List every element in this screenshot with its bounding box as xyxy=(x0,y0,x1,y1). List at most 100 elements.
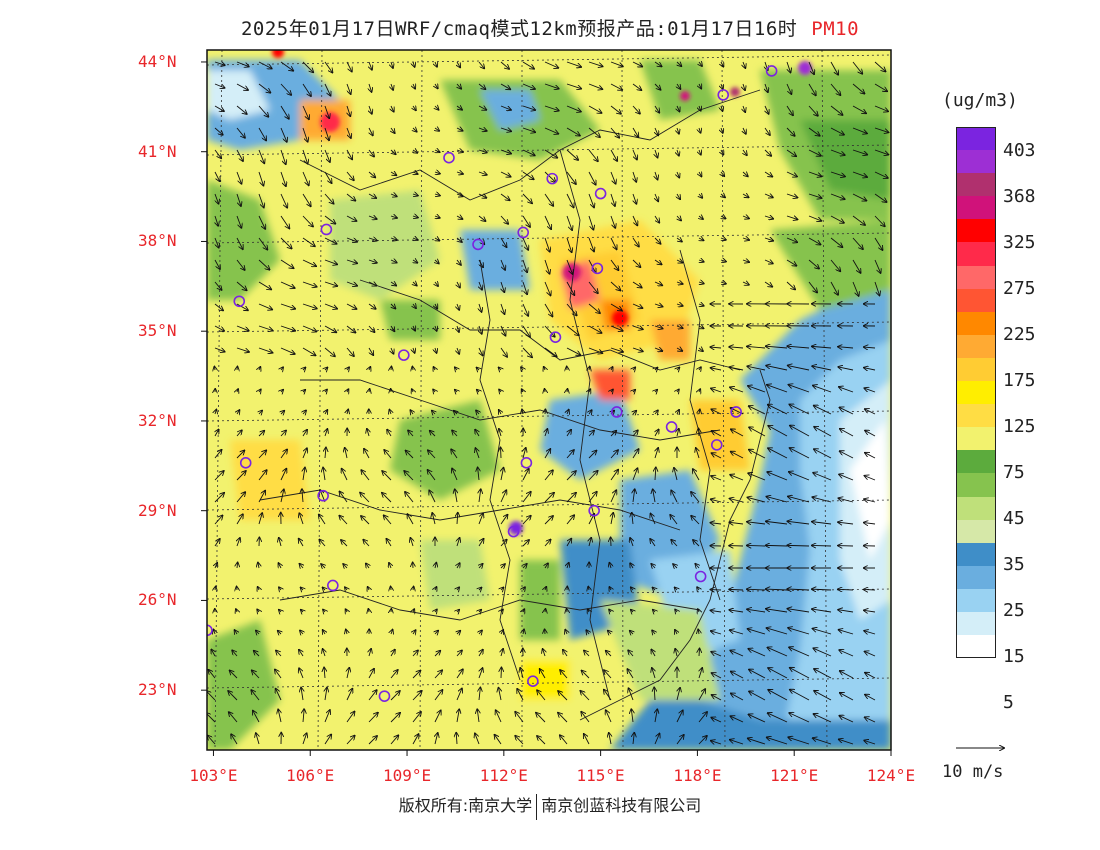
wind-arrow xyxy=(368,260,377,263)
wind-arrow xyxy=(747,346,766,348)
wind-arrow xyxy=(258,281,271,289)
wind-arrow xyxy=(347,668,349,679)
wind-arrow xyxy=(765,83,768,92)
wind-arrow xyxy=(790,448,810,459)
wind-arrow xyxy=(691,516,700,525)
wind-arrow xyxy=(390,670,398,679)
wind-arrow xyxy=(361,516,370,525)
copyright-left: 版权所有:南京大学 xyxy=(398,796,533,815)
legend-swatch xyxy=(956,196,996,220)
wind-arrow xyxy=(787,545,810,546)
wind-arrow xyxy=(478,106,486,110)
wind-arrow xyxy=(631,709,633,723)
wind-arrow xyxy=(302,281,317,287)
wind-arrow xyxy=(456,150,463,152)
wind-arrow xyxy=(258,431,264,437)
wind-arrow xyxy=(324,303,337,309)
wind-arrow xyxy=(413,282,417,286)
legend-label: 75 xyxy=(1003,462,1025,483)
wind-arrow xyxy=(386,539,392,547)
wind-arrow xyxy=(812,609,832,613)
wind-arrow xyxy=(522,215,530,227)
wind-arrow xyxy=(566,539,571,547)
wind-arrow xyxy=(691,492,700,503)
wind-arrow xyxy=(588,215,593,230)
wind-arrow xyxy=(457,631,460,634)
wind-arrow xyxy=(711,718,722,723)
wind-arrow xyxy=(588,83,602,89)
wind-arrow xyxy=(479,630,482,634)
wind-arrow xyxy=(711,652,722,657)
wind-arrow xyxy=(432,513,435,525)
wind-arrow xyxy=(478,128,487,131)
wind-arrow xyxy=(699,326,703,328)
legend-label: 5 xyxy=(1003,692,1014,713)
wind-arrow xyxy=(566,450,574,459)
wind-arrow xyxy=(522,83,535,89)
wind-arrow xyxy=(214,450,222,459)
wind-arrow xyxy=(499,390,501,392)
wind-arrow xyxy=(651,564,655,568)
wind-arrow xyxy=(730,387,744,393)
wind-arrow xyxy=(501,588,503,590)
wind-arrow xyxy=(258,470,267,481)
wind-arrow xyxy=(655,430,659,437)
wind-arrow xyxy=(390,735,398,745)
wind-arrow xyxy=(588,325,602,333)
wind-arrow xyxy=(479,564,483,568)
wind-arrow xyxy=(214,348,225,352)
wind-arrow xyxy=(721,105,723,111)
wind-arrow xyxy=(747,366,766,371)
wind-arrow xyxy=(522,469,529,481)
wind-arrow xyxy=(721,84,723,89)
wind-arrow xyxy=(236,281,247,290)
legend-swatch xyxy=(956,473,996,497)
wind-arrow xyxy=(368,347,373,355)
legend-label: 325 xyxy=(1003,232,1036,253)
wind-arrow xyxy=(302,127,308,142)
wind-arrow xyxy=(479,688,480,701)
wind-arrow xyxy=(280,193,287,208)
legend-label: 403 xyxy=(1003,140,1036,161)
wind-arrow xyxy=(475,733,480,745)
wind-arrow xyxy=(610,105,621,114)
wind-arrow xyxy=(609,610,611,612)
wind-arrow xyxy=(814,714,832,723)
wind-arrow xyxy=(236,514,243,525)
city-marker xyxy=(730,406,742,418)
wind-arrow xyxy=(324,149,330,162)
wind-arrow xyxy=(729,367,744,370)
wind-arrow xyxy=(325,448,326,459)
wind-arrow xyxy=(500,237,507,247)
wind-arrow xyxy=(368,669,374,679)
wind-arrow xyxy=(768,668,788,679)
wind-arrow xyxy=(544,105,559,111)
legend-swatch xyxy=(956,127,996,151)
wind-arrow xyxy=(412,671,420,679)
wind-arrow xyxy=(413,304,416,308)
wind-arrow xyxy=(501,468,504,481)
wind-arrow xyxy=(368,149,374,157)
wind-arrow xyxy=(748,473,766,481)
wind-arrow xyxy=(712,695,722,701)
wind-arrow xyxy=(520,668,523,679)
wind-arrow xyxy=(544,367,545,370)
wind-arrow xyxy=(346,630,347,634)
wind-arrow xyxy=(522,540,529,547)
wind-arrow xyxy=(566,171,576,184)
wind-arrow xyxy=(749,669,766,679)
wind-arrow xyxy=(435,631,438,634)
wind-arrow xyxy=(236,492,245,503)
wind-arrow xyxy=(584,650,590,657)
wind-arrow xyxy=(390,691,400,701)
wind-arrow xyxy=(544,237,550,252)
city-marker xyxy=(665,421,678,433)
wind-arrow xyxy=(537,736,546,745)
wind-arrow xyxy=(789,404,810,415)
wind-arrow xyxy=(368,690,377,701)
wind-arrow xyxy=(606,651,612,657)
wind-arrow xyxy=(632,127,638,137)
wind-arrow xyxy=(302,193,311,206)
wind-arrow xyxy=(479,668,483,679)
